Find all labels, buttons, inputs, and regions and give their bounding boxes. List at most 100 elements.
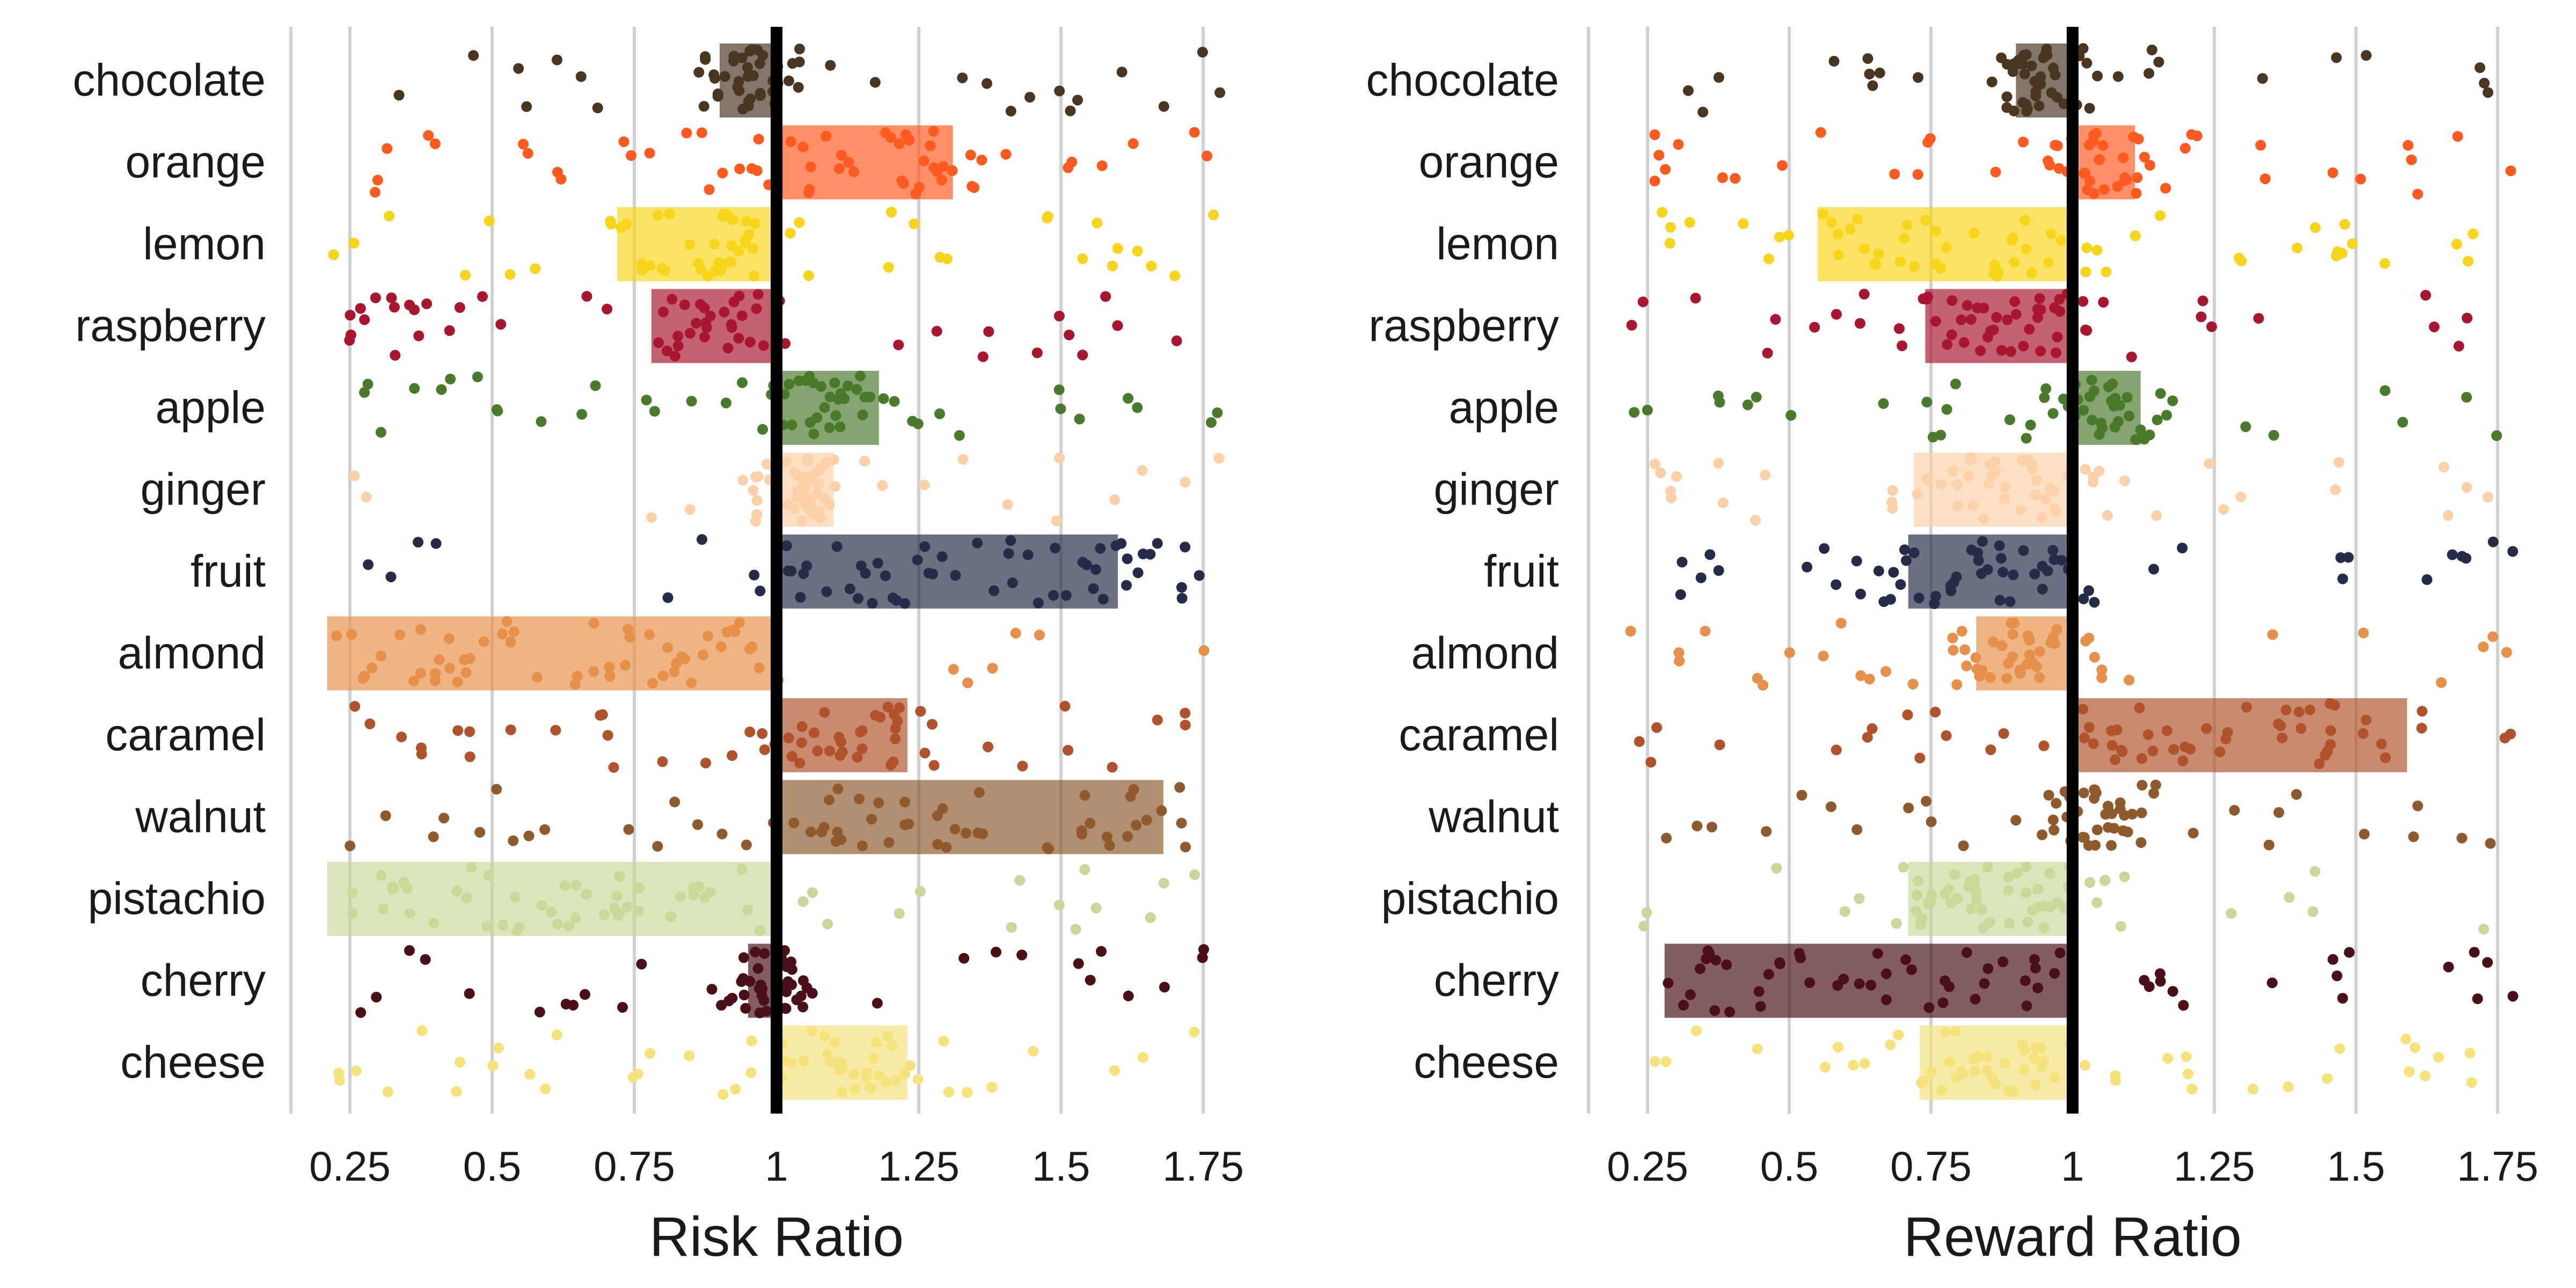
point-orange <box>1201 150 1212 162</box>
point-cheese <box>632 1069 643 1080</box>
point-cheese <box>382 1086 393 1097</box>
category-label-orange: orange <box>125 137 266 187</box>
point-chocolate <box>825 60 836 71</box>
point-walnut <box>2291 789 2302 800</box>
point-cherry <box>2482 957 2493 968</box>
tick-label-1: 1 <box>2061 1143 2084 1190</box>
category-label-pistachio: pistachio <box>87 873 266 924</box>
point-walnut <box>1761 826 1772 837</box>
point-pistachio <box>1158 877 1169 889</box>
point-cheese <box>912 1074 924 1085</box>
point-fruit <box>2343 552 2354 563</box>
point-fruit <box>1176 582 1187 593</box>
category-label-fruit: fruit <box>191 546 266 596</box>
point-apple <box>436 384 447 395</box>
point-walnut <box>1825 801 1836 813</box>
point-caramel <box>452 725 464 736</box>
point-orange <box>965 149 976 160</box>
point-fruit <box>662 592 674 603</box>
point-orange <box>717 167 728 179</box>
point-raspberry <box>495 319 507 330</box>
points-caramel <box>349 700 1191 773</box>
point-raspberry <box>2080 324 2091 335</box>
point-orange <box>2255 140 2266 151</box>
bar-chocolate <box>2016 43 2073 118</box>
point-ginger <box>762 458 773 470</box>
point-ginger <box>1054 452 1065 464</box>
point-walnut <box>1921 795 1932 807</box>
point-lemon <box>1684 217 1695 228</box>
point-chocolate <box>1054 85 1065 97</box>
point-almond <box>1700 625 1711 636</box>
point-pistachio <box>2115 921 2126 932</box>
point-orange <box>2044 159 2055 171</box>
point-cheese <box>2322 1073 2333 1084</box>
point-chocolate <box>783 75 794 86</box>
point-cheese <box>644 1048 655 1059</box>
point-raspberry <box>1637 296 1649 308</box>
point-orange <box>2052 140 2063 151</box>
point-walnut <box>2148 788 2160 799</box>
point-lemon <box>1738 218 1749 229</box>
point-walnut <box>2079 832 2090 843</box>
point-caramel <box>2416 722 2427 734</box>
point-raspberry <box>983 326 994 337</box>
point-almond <box>962 677 974 689</box>
bar-ginger <box>1914 452 2073 527</box>
point-walnut <box>2091 824 2103 836</box>
point-almond <box>2487 631 2499 642</box>
point-raspberry <box>1053 310 1065 321</box>
point-cherry <box>371 991 382 1002</box>
point-walnut <box>2273 807 2285 818</box>
point-caramel <box>1862 731 1873 743</box>
point-cherry <box>2472 993 2483 1005</box>
point-orange <box>2452 131 2463 142</box>
point-pistachio <box>1898 861 1909 873</box>
point-almond <box>2267 629 2278 640</box>
point-almond <box>1010 627 1021 639</box>
point-ginger <box>2461 482 2472 493</box>
point-raspberry <box>2126 352 2137 363</box>
point-orange <box>2403 140 2414 151</box>
category-label-apple: apple <box>1448 382 1559 433</box>
tick-label-1.75: 1.75 <box>1162 1143 1244 1190</box>
point-pistachio <box>1891 918 1902 929</box>
point-apple <box>491 404 502 415</box>
point-orange <box>1776 160 1788 171</box>
point-apple <box>2397 416 2409 428</box>
point-chocolate <box>1197 47 1208 58</box>
point-caramel <box>982 741 993 752</box>
point-raspberry <box>2462 312 2473 324</box>
point-fruit <box>1122 553 1133 565</box>
point-cheese <box>1819 1062 1831 1073</box>
risk-ratio-panel: chocolate orange lemon raspberry apple ginger… <box>72 27 1244 1268</box>
point-walnut <box>508 835 519 846</box>
point-chocolate <box>709 72 720 84</box>
point-caramel <box>595 709 606 721</box>
point-orange <box>2145 159 2156 171</box>
point-chocolate <box>1867 80 1878 91</box>
point-orange <box>1128 138 1139 149</box>
point-walnut <box>2106 840 2117 851</box>
point-lemon <box>1112 243 1123 254</box>
point-caramel <box>1941 730 1952 741</box>
point-cheese <box>2464 1048 2476 1059</box>
point-cheese <box>2404 1066 2415 1077</box>
point-fruit <box>363 559 374 570</box>
point-ginger <box>1109 494 1121 506</box>
category-label-pistachio: pistachio <box>1381 873 1559 924</box>
point-chocolate <box>1024 92 1035 103</box>
point-apple <box>2155 388 2166 399</box>
point-orange <box>1649 129 1660 140</box>
point-fruit <box>2335 552 2346 564</box>
point-almond <box>1835 618 1847 629</box>
point-raspberry <box>581 291 592 302</box>
point-cherry <box>464 988 475 999</box>
point-caramel <box>1645 757 1657 768</box>
point-fruit <box>2083 585 2095 596</box>
point-fruit <box>1138 548 1149 560</box>
point-lemon <box>460 269 471 281</box>
point-chocolate <box>1874 67 1885 78</box>
point-cheese <box>1109 1065 1120 1076</box>
points-fruit <box>1675 536 2519 609</box>
